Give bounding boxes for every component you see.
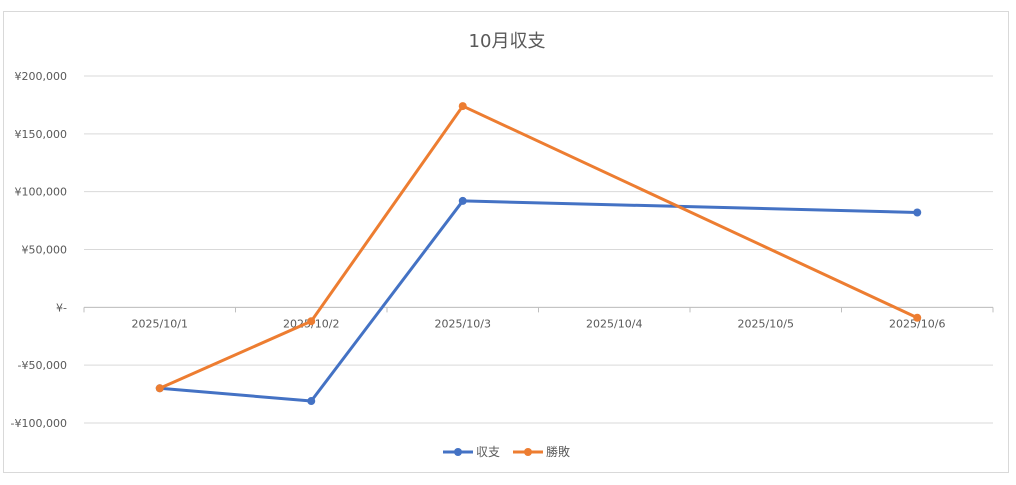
legend-label: 収支	[476, 445, 500, 459]
y-tick-label: ¥-	[56, 301, 67, 314]
y-tick-label: ¥200,000	[15, 70, 68, 83]
x-tick-label: 2025/10/3	[435, 317, 491, 330]
data-point	[913, 313, 922, 322]
x-tick-label: 2025/10/5	[738, 317, 794, 330]
y-tick-label: ¥100,000	[15, 186, 68, 199]
legend-marker	[454, 448, 462, 456]
legend-label: 勝敗	[546, 444, 570, 459]
data-point	[458, 196, 467, 205]
legend-marker	[524, 448, 532, 456]
x-tick-label: 2025/10/4	[586, 317, 642, 330]
y-tick-label: ¥150,000	[15, 128, 68, 141]
chart-area	[3, 11, 1009, 473]
x-tick-label: 2025/10/6	[889, 317, 945, 330]
series-layer	[155, 102, 922, 406]
data-point	[913, 208, 922, 217]
value-axis: ¥200,000 ¥150,000 ¥100,000 ¥50,000 ¥- -¥50,00…	[11, 70, 67, 430]
series-line-2	[158, 104, 919, 390]
data-point	[307, 317, 316, 326]
y-tick-label: ¥50,000	[22, 244, 68, 257]
y-tick-label: -¥50,000	[18, 359, 67, 372]
y-tick-label: -¥100,000	[11, 417, 67, 430]
legend: 収支 勝敗	[443, 444, 570, 459]
gridlines	[84, 75, 993, 424]
x-tick-label: 2025/10/1	[132, 317, 188, 330]
chart-title: 10月収支	[469, 31, 546, 52]
category-axis: 2025/10/12025/10/22025/10/32025/10/42025…	[83, 306, 994, 330]
data-point	[307, 397, 316, 406]
series-line-1	[158, 199, 919, 403]
data-point	[155, 384, 164, 393]
data-point	[458, 102, 467, 111]
